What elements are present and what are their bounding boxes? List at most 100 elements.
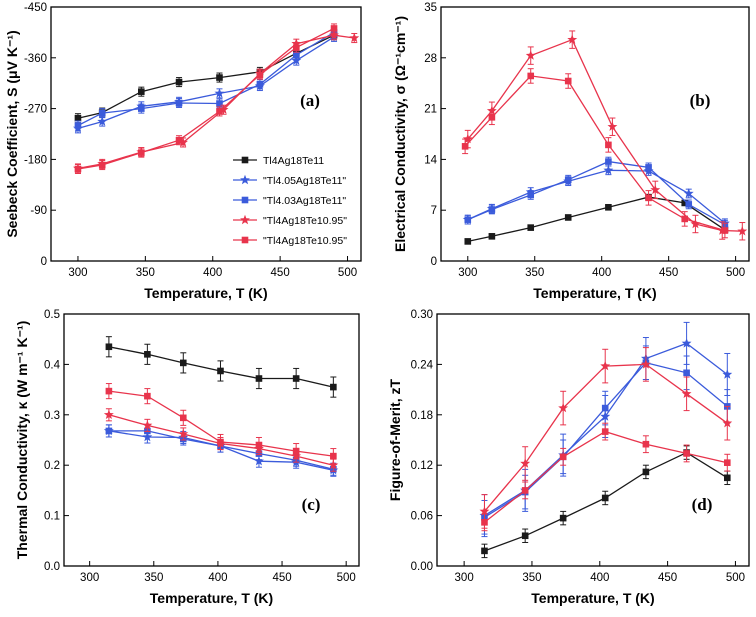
x-axis-label: Temperature, T (K) xyxy=(144,285,267,301)
y-tick-label: 0 xyxy=(431,256,437,268)
x-tick-label: 300 xyxy=(68,267,87,279)
data-point xyxy=(255,441,263,449)
data-point xyxy=(525,50,536,60)
y-tick-label: 0.06 xyxy=(411,511,433,523)
data-point xyxy=(481,519,488,526)
y-axis-label: Seebeck Coefficient, S (μV K⁻¹) xyxy=(4,30,20,237)
legend-marker xyxy=(240,214,250,225)
data-point xyxy=(645,194,652,202)
legend: Tl4Ag18Te11 "Tl4.05Ag18Te11" "Tl4.03Ag18Te… xyxy=(233,155,347,247)
y-tick-label: 0.12 xyxy=(411,460,433,472)
data-point xyxy=(105,427,113,435)
panel-d: 300 350 400 450 500 0.00 0.06 0.12 0.18 0.24 0.30 T… xyxy=(387,309,750,606)
y-tick-label: 0.00 xyxy=(411,561,433,573)
series-3 xyxy=(105,424,337,476)
data-point xyxy=(144,392,151,400)
x-axis-label: Temperature, T (K) xyxy=(531,590,654,606)
x-tick-label: 450 xyxy=(271,267,290,279)
panel-a: 300 350 400 450 500 0 -90 -180 -270 -360 -450 Tempe… xyxy=(4,2,362,301)
data-point xyxy=(330,383,337,391)
data-point xyxy=(97,116,108,126)
y-tick-label: 0.18 xyxy=(411,410,433,422)
series-4 xyxy=(462,30,748,241)
data-point xyxy=(175,99,183,107)
legend-entry: "Tl4Ag18Te10.95" xyxy=(263,215,347,227)
data-point xyxy=(217,438,224,446)
data-point xyxy=(601,428,609,435)
data-point xyxy=(98,161,106,169)
y-tick-label: 0 xyxy=(41,256,47,268)
data-point xyxy=(255,375,263,382)
data-point xyxy=(464,216,472,223)
data-point xyxy=(461,143,469,150)
x-tick-label: 500 xyxy=(337,572,356,584)
x-tick-label: 300 xyxy=(458,267,477,279)
x-tick-label: 500 xyxy=(726,267,745,279)
x-tick-label: 400 xyxy=(592,267,611,279)
panel-c: 300 350 400 450 500 0.0 0.1 0.2 0.3 0.4 0.5 Tempera… xyxy=(14,309,360,606)
data-point xyxy=(103,409,114,419)
data-point xyxy=(681,199,689,207)
y-tick-label: 0.5 xyxy=(44,309,60,321)
data-point xyxy=(690,218,701,229)
data-point xyxy=(650,184,661,195)
data-point xyxy=(564,214,572,221)
data-point xyxy=(607,121,618,131)
series-2 xyxy=(462,165,730,229)
data-point xyxy=(179,414,187,422)
data-point xyxy=(330,452,337,460)
y-tick-label: 0.0 xyxy=(44,561,60,573)
data-point xyxy=(142,420,153,430)
data-point xyxy=(683,450,690,457)
data-point xyxy=(642,468,650,476)
data-point xyxy=(214,88,225,98)
plot-frame xyxy=(440,6,750,262)
data-point xyxy=(178,428,189,439)
data-point xyxy=(527,191,535,199)
data-point xyxy=(144,351,151,358)
data-point xyxy=(721,227,729,234)
legend-marker xyxy=(241,196,249,204)
data-point xyxy=(293,51,300,59)
data-point xyxy=(218,104,229,114)
data-point xyxy=(645,164,652,171)
data-point xyxy=(349,32,360,43)
data-point xyxy=(683,188,694,198)
data-point xyxy=(520,458,531,468)
y-axis-label: Electrical Conductivity, σ (Ω⁻¹cm⁻¹) xyxy=(392,16,408,252)
data-point xyxy=(488,233,496,240)
data-point xyxy=(559,453,567,461)
y-tick-label: 14 xyxy=(424,154,437,166)
x-axis-label: Temperature, T (K) xyxy=(150,590,273,606)
series-5 xyxy=(74,23,338,175)
data-point xyxy=(178,137,188,147)
data-point xyxy=(216,100,223,107)
series-5 xyxy=(105,383,337,465)
data-point xyxy=(601,404,609,412)
y-tick-label: -270 xyxy=(24,104,47,116)
y-tick-label: 35 xyxy=(424,2,437,14)
y-tick-label: 28 xyxy=(424,53,437,65)
data-point xyxy=(138,88,145,95)
y-tick-label: -450 xyxy=(24,2,47,14)
data-point xyxy=(681,215,689,223)
data-point xyxy=(567,34,578,44)
data-point xyxy=(681,388,692,398)
data-point xyxy=(464,238,472,245)
y-tick-label: -90 xyxy=(30,205,47,217)
x-tick-label: 450 xyxy=(659,267,678,279)
data-point xyxy=(175,78,183,86)
data-point xyxy=(722,418,733,428)
data-point xyxy=(564,77,572,85)
x-tick-label: 400 xyxy=(203,267,222,279)
data-point xyxy=(737,226,748,236)
series-line xyxy=(77,27,335,170)
data-point xyxy=(479,506,490,516)
data-point xyxy=(641,359,651,369)
series-line xyxy=(77,31,335,127)
x-tick-label: 350 xyxy=(522,572,541,584)
data-point xyxy=(105,343,113,351)
legend-entry: "Tl4.05Ag18Te11" xyxy=(263,175,346,187)
series-2 xyxy=(103,424,339,477)
x-tick-label: 450 xyxy=(272,572,291,584)
